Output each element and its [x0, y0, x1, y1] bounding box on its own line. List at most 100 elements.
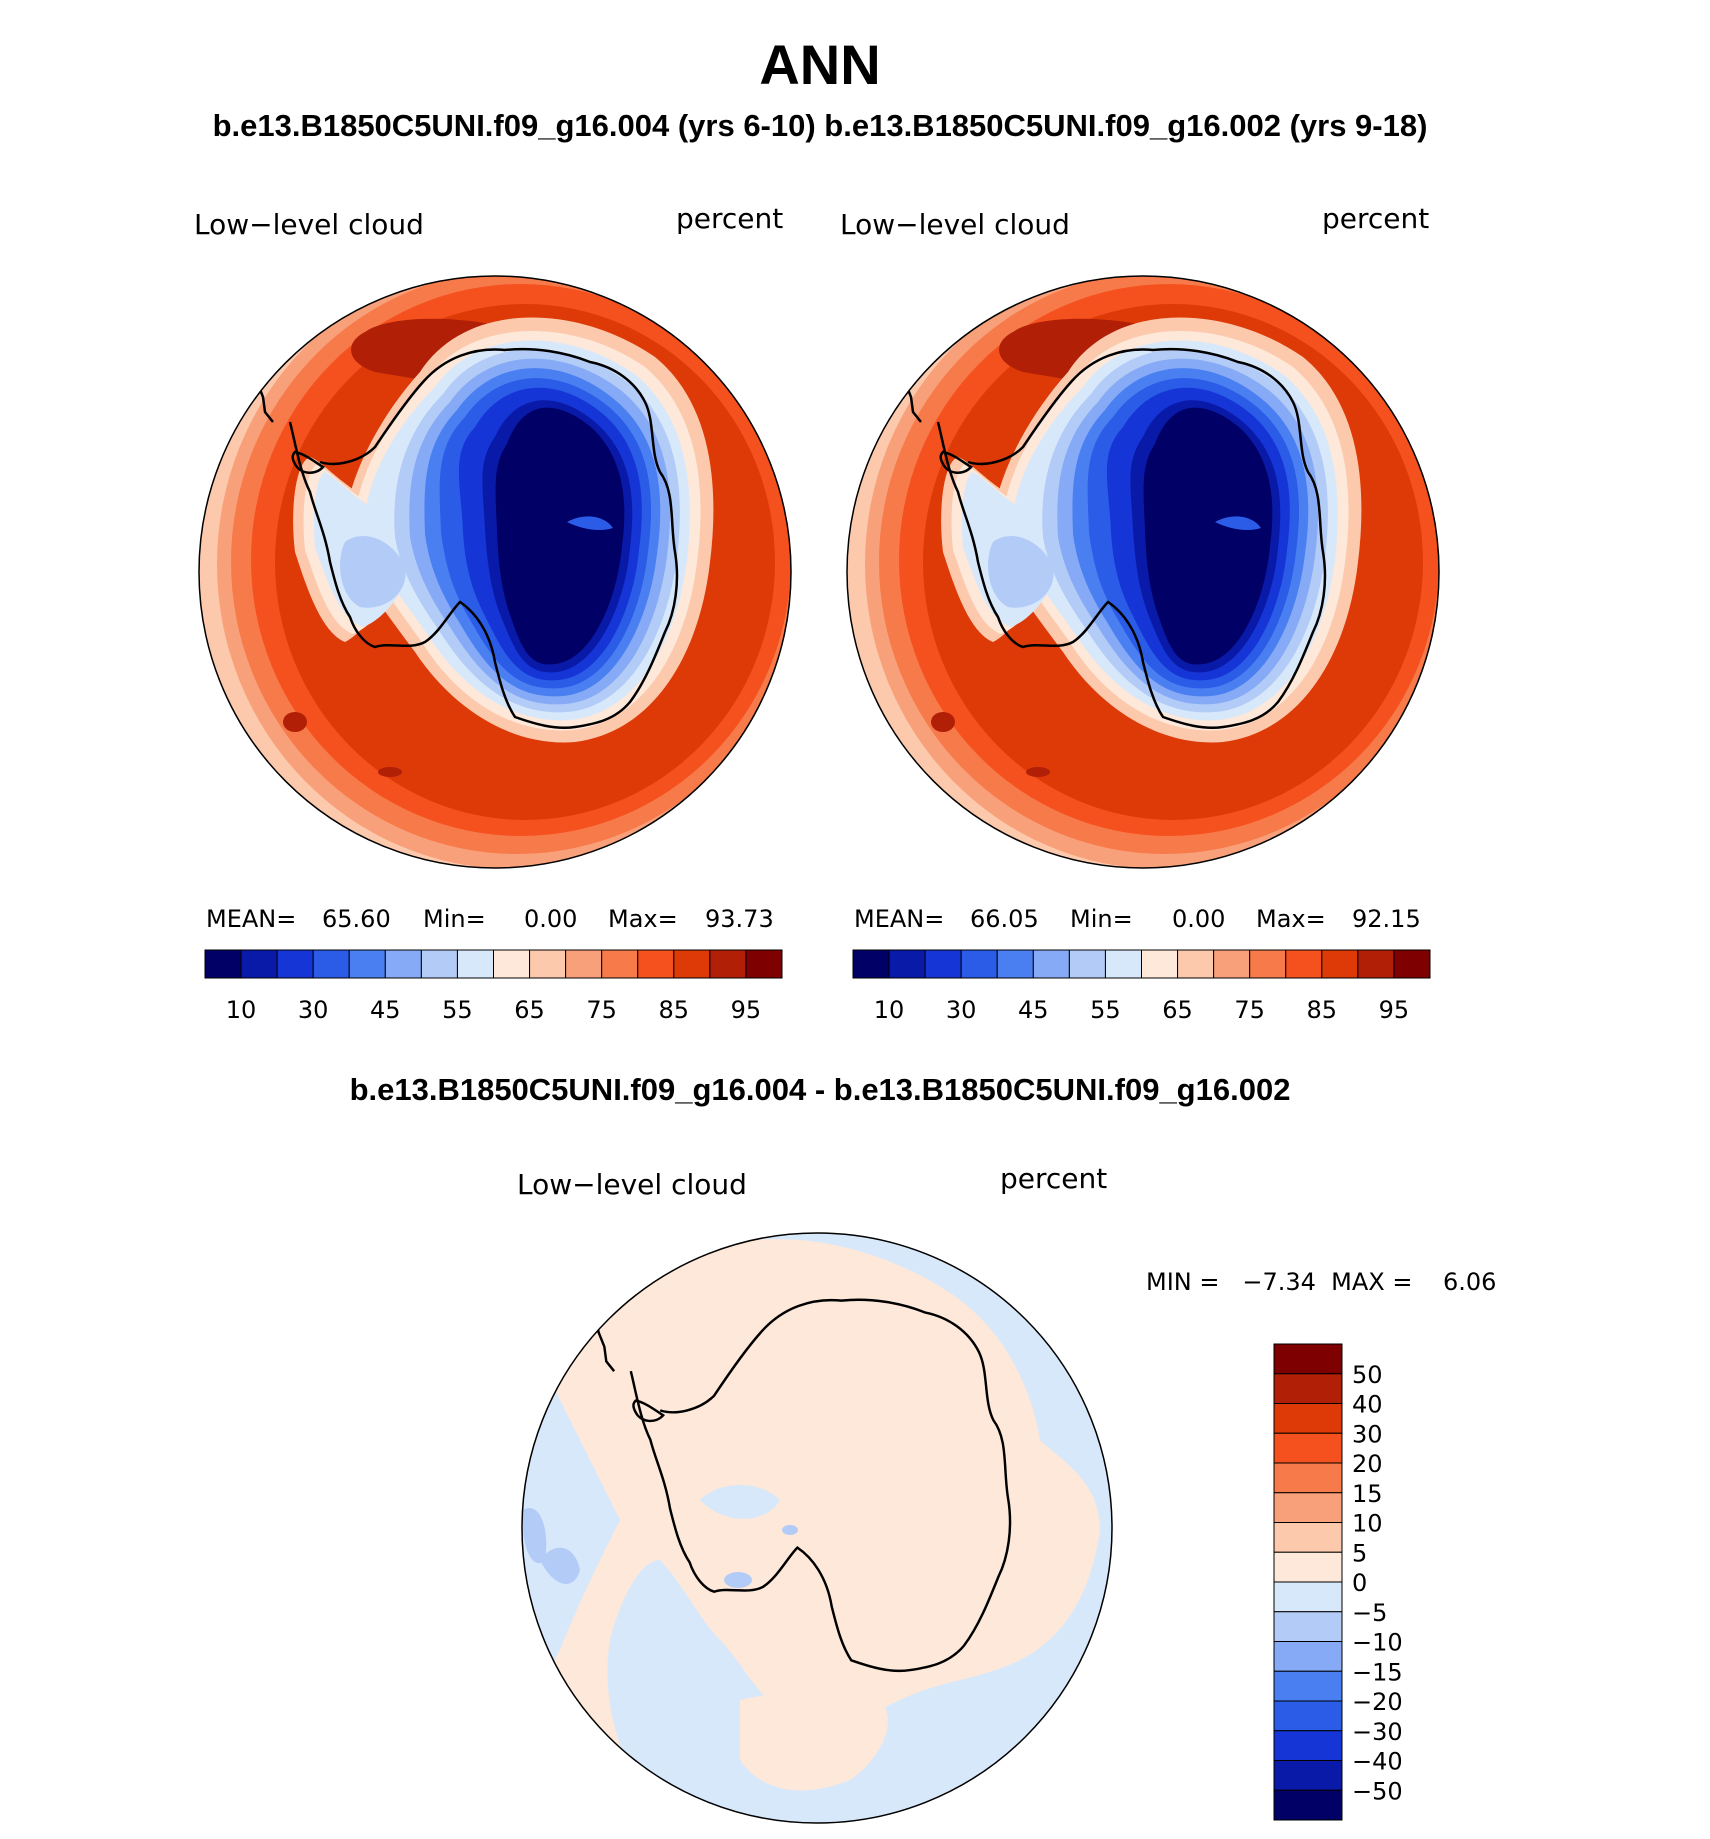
panel1-colorbar-tick-label: 85: [659, 996, 690, 1024]
panel1-colorbar-swatch: [529, 949, 567, 979]
diff-colorbar-tick-label: −10: [1352, 1629, 1403, 1657]
panel2-colorbar-swatch: [1104, 949, 1142, 979]
panel2-colorbar-tick-label: 10: [874, 996, 905, 1024]
diff-colorbar-tick-label: 50: [1352, 1361, 1383, 1389]
diff-colorbar-swatch: [1273, 1789, 1343, 1821]
panel1-colorbar-swatch: [348, 949, 386, 979]
season-title: ANN: [759, 33, 881, 96]
diff-colorbar-tick-label: 20: [1352, 1450, 1383, 1478]
panel2-colorbar-tick-label: 95: [1379, 996, 1410, 1024]
panel1-max-value: 93.73: [705, 905, 774, 933]
panel1-colorbar-swatch: [276, 949, 314, 979]
panel2-colorbar-swatch: [1141, 949, 1179, 979]
diff-colorbar-swatch: [1273, 1432, 1343, 1464]
panel2-colorbar-swatch: [996, 949, 1034, 979]
panel2-colorbar-tick-label: 85: [1307, 996, 1338, 1024]
diff-colorbar-tick-label: 30: [1352, 1420, 1383, 1448]
panel2-colorbar-tick-label: 75: [1234, 996, 1265, 1024]
diff-colorbar-swatch: [1273, 1700, 1343, 1732]
diff-colorbar-tick-label: −20: [1352, 1688, 1403, 1716]
panel1-colorbar-swatch: [673, 949, 711, 979]
diff-colorbar-tick-label: 15: [1352, 1480, 1383, 1508]
panel1-colorbar-tick-label: 10: [226, 996, 257, 1024]
panel2-mean-label: MEAN=: [854, 905, 945, 933]
diff-colorbar-swatch: [1273, 1343, 1343, 1375]
panel2-colorbar-swatch: [1321, 949, 1359, 979]
panel1-colorbar-swatch: [565, 949, 603, 979]
panel2-colorbar-swatch: [1213, 949, 1251, 979]
panel2-colorbar-swatch: [888, 949, 926, 979]
panel2-map-border: [846, 275, 1440, 869]
panel1-mean-value: 65.60: [322, 905, 391, 933]
diff-colorbar-swatch: [1273, 1373, 1343, 1404]
panel1-colorbar-tick-label: 65: [514, 996, 545, 1024]
panel2-map: [847, 276, 1439, 868]
panel2-colorbar-swatch: [1393, 949, 1431, 979]
diff-colorbar-tick-label: −15: [1352, 1658, 1403, 1686]
panel2-colorbar-swatch: [1068, 949, 1106, 979]
panel1-colorbar: 10 30 45 55 65 75 85 95: [204, 949, 783, 1024]
diff-colorbar-swatch: [1273, 1670, 1343, 1702]
panel2-max-value: 92.15: [1352, 905, 1421, 933]
diff-map: [522, 1233, 1112, 1823]
panel2-max-label: Max=: [1256, 905, 1326, 933]
panel2-colorbar-swatch: [852, 949, 890, 979]
diff-colorbar-swatch: [1273, 1462, 1343, 1494]
panel1-min-label: Min=: [423, 905, 486, 933]
panel2-mean-value: 66.05: [970, 905, 1039, 933]
panel2-colorbar-swatch: [924, 949, 962, 979]
diff-colorbar-tick-label: 5: [1352, 1539, 1367, 1567]
panel1-colorbar-swatch: [637, 949, 675, 979]
panel2-colorbar-swatch: [1249, 949, 1287, 979]
panel2-colorbar-swatch: [1285, 949, 1323, 979]
panel1-max-label: Max=: [608, 905, 678, 933]
panel1-map: [199, 276, 791, 868]
panel1-colorbar-swatch: [204, 949, 242, 979]
panel1-variable: Low−level cloud: [194, 208, 424, 241]
case-header: b.e13.B1850C5UNI.f09_g16.004 (yrs 6-10) …: [212, 108, 1428, 143]
panel1-colorbar-tick-label: 45: [370, 996, 401, 1024]
panel2-colorbar-tick-label: 65: [1162, 996, 1193, 1024]
diff-colorbar-tick-label: 10: [1352, 1510, 1383, 1538]
panel1-colorbar-swatch: [601, 949, 639, 979]
panel2-colorbar: 10 30 45 55 65 75 85 95: [852, 949, 1431, 1024]
panel1-colorbar-swatch: [384, 949, 422, 979]
panel1-colorbar-tick-label: 75: [586, 996, 617, 1024]
diff-variable: Low−level cloud: [517, 1168, 747, 1201]
diff-colorbar-swatch: [1273, 1522, 1343, 1553]
diff-colorbar-swatch: [1273, 1611, 1343, 1642]
diff-colorbar-tick-label: −30: [1352, 1718, 1403, 1746]
diff-colorbar-swatch: [1273, 1581, 1343, 1613]
panel1-units: percent: [676, 202, 784, 235]
panel2-colorbar-tick-label: 30: [946, 996, 977, 1024]
panel2-min-value: 0.00: [1172, 905, 1226, 933]
diff-colorbar-tick-label: 0: [1352, 1569, 1367, 1597]
panel1-colorbar-swatch: [312, 949, 350, 979]
panel2-colorbar-swatch: [1357, 949, 1395, 979]
panel2-colorbar-swatch: [1032, 949, 1070, 979]
panel2-colorbar-tick-label: 45: [1018, 996, 1049, 1024]
diff-colorbar-swatch: [1273, 1403, 1343, 1434]
panel2-colorbar-swatch: [1177, 949, 1215, 979]
panel2-colorbar-tick-label: 55: [1090, 996, 1121, 1024]
panel1-colorbar-swatch: [745, 949, 783, 979]
panel1-colorbar-swatch: [240, 949, 278, 979]
diff-colorbar-tick-label: −50: [1352, 1777, 1403, 1805]
diff-colorbar-swatch: [1273, 1730, 1343, 1761]
panel1-map-border: [198, 275, 792, 869]
panel1-colorbar-tick-label: 95: [731, 996, 762, 1024]
diff-units: percent: [1000, 1162, 1108, 1195]
panel1-colorbar-swatch: [420, 949, 458, 979]
diff-colorbar-tick-label: −40: [1352, 1748, 1403, 1776]
diff-colorbar-swatch: [1273, 1760, 1343, 1791]
panel1-colorbar-swatch: [456, 949, 494, 979]
panel2-min-label: Min=: [1070, 905, 1133, 933]
diff-colorbar-swatch: [1273, 1492, 1343, 1523]
panel2-colorbar-swatch: [960, 949, 998, 979]
panel1-colorbar-swatch: [493, 949, 531, 979]
panel2-variable: Low−level cloud: [840, 208, 1070, 241]
panel1-colorbar-tick-label: 55: [442, 996, 473, 1024]
panel1-mean-label: MEAN=: [206, 905, 297, 933]
